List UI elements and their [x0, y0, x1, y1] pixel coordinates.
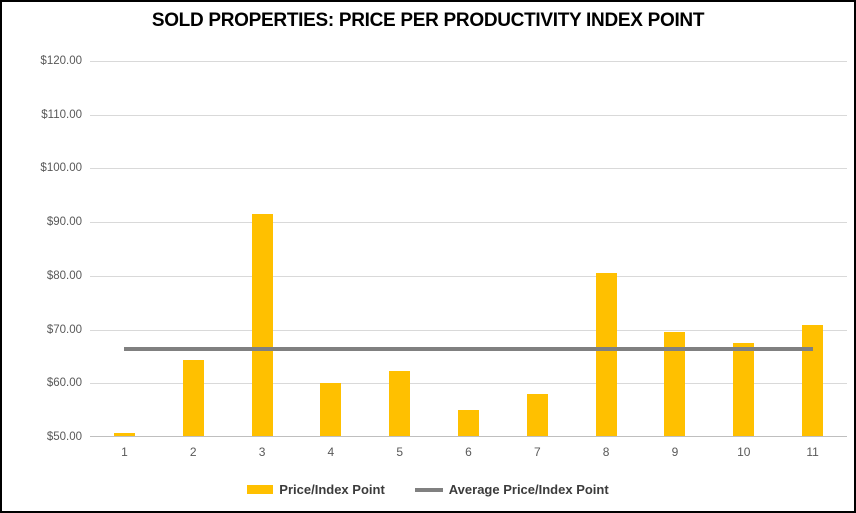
x-axis-label: 2	[189, 445, 197, 459]
x-axis-label: 5	[396, 445, 404, 459]
y-tick-label: $80.00	[46, 269, 82, 282]
y-tick-label: $90.00	[46, 216, 82, 229]
gridline	[90, 275, 847, 277]
y-tick-label: $110.00	[41, 108, 82, 121]
bar-category-5	[389, 371, 411, 436]
y-tick-label: $120.00	[40, 55, 82, 67]
x-axis-label: 11	[806, 445, 819, 459]
chart-legend: Price/Index Point Average Price/Index Poi…	[2, 482, 854, 497]
bar-category-10	[733, 343, 755, 436]
legend-item-bars: Price/Index Point	[247, 482, 385, 497]
x-axis-label: 3	[258, 445, 266, 459]
x-axis-label: 6	[465, 445, 472, 459]
gridline	[90, 222, 847, 224]
y-tick-label: $50.00	[46, 431, 82, 443]
y-tick-label: $100.00	[40, 162, 82, 175]
bar-category-6	[458, 410, 479, 436]
x-axis-label: 9	[671, 445, 679, 459]
bar-category-4	[320, 383, 342, 436]
x-axis-label: 7	[533, 445, 541, 459]
legend-item-average: Average Price/Index Point	[414, 482, 609, 497]
x-axis-line	[90, 436, 847, 437]
gridline	[90, 383, 847, 385]
gridline	[90, 114, 847, 116]
gridline	[90, 168, 847, 170]
gridline	[90, 329, 847, 331]
y-tick-label: $70.00	[46, 323, 82, 336]
bar-category-11	[802, 325, 824, 436]
legend-label: Average Price/Index Point	[448, 482, 609, 497]
bar-category-3	[251, 214, 273, 436]
average-line	[124, 346, 813, 351]
x-axis-label: 10	[737, 445, 751, 459]
gridline	[90, 61, 847, 62]
x-axis-label: 8	[602, 445, 610, 459]
bar-category-9	[664, 332, 686, 436]
bar-category-1	[113, 432, 135, 436]
x-axis-label: 1	[121, 445, 128, 459]
bar-category-2	[182, 360, 204, 436]
y-tick-label: $60.00	[46, 377, 82, 390]
legend-label: Price/Index Point	[279, 482, 385, 497]
bar-category-7	[526, 394, 548, 436]
plot-area	[90, 61, 847, 437]
bar-category-8	[595, 272, 617, 436]
legend-bar-swatch-icon	[247, 485, 274, 494]
chart-title: SOLD PROPERTIES: PRICE PER PRODUCTIVITY …	[151, 10, 705, 31]
x-axis-label: 4	[327, 445, 335, 459]
legend-line-swatch-icon	[414, 487, 443, 492]
